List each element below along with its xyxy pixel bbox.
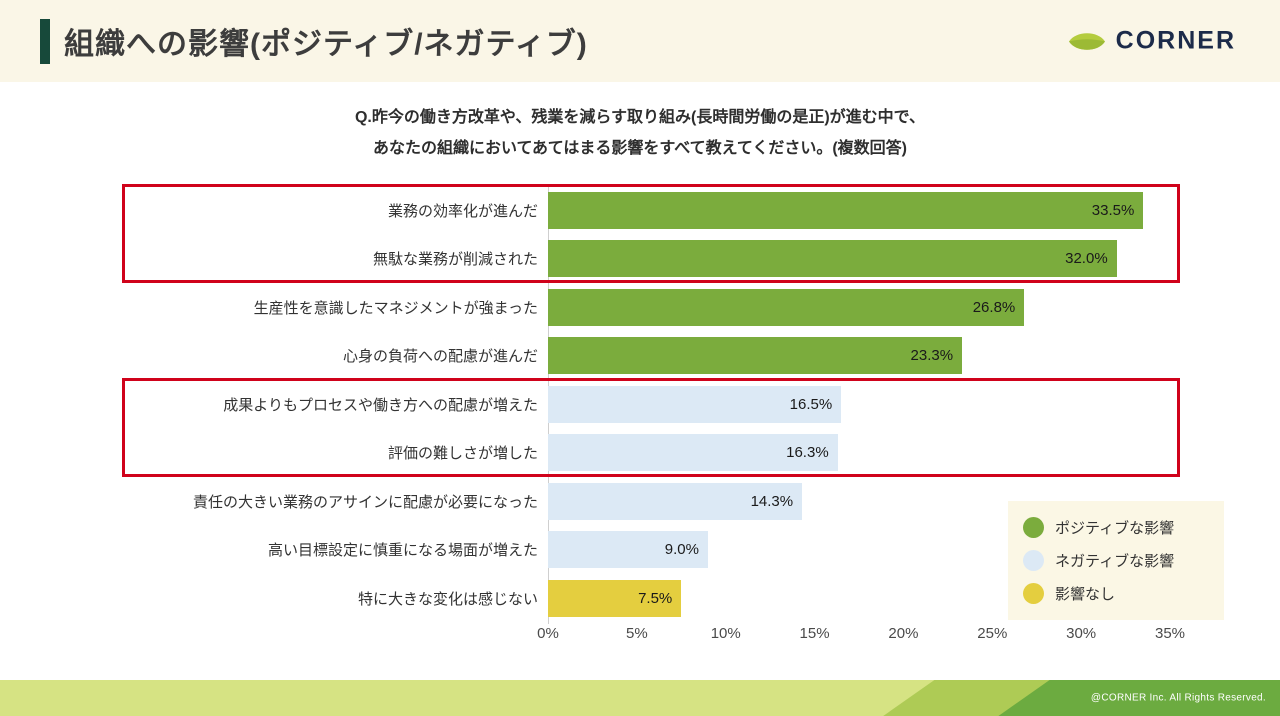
- bar-track: 14.3%: [548, 482, 1170, 520]
- bar-positive: 32.0%: [548, 240, 1117, 278]
- legend-item-none: 影響なし: [1008, 577, 1224, 610]
- bar-positive: 33.5%: [548, 191, 1144, 229]
- bar-positive: 23.3%: [548, 337, 963, 375]
- page-title: 組織への影響(ポジティブ/ネガティブ): [64, 28, 588, 61]
- bar-category-label: 無駄な業務が削減された: [372, 251, 538, 269]
- highlight-rectangle: [122, 184, 1180, 283]
- survey-question-line2: あなたの組織においてあてはまる影響をすべて教えてください。(複数回答): [372, 140, 908, 158]
- legend-label: ポジティブな影響: [1055, 520, 1175, 537]
- bar-value-label: 33.5%: [1091, 201, 1135, 219]
- bar-value-label: 9.0%: [664, 541, 699, 559]
- x-tick-label: 25%: [977, 625, 1008, 642]
- x-tick-label: 35%: [1154, 625, 1186, 642]
- chart-rows: 業務の効率化が進んだ 33.5% 無駄な業務が削減された 32.0% 生産性を意識したマ…: [0, 186, 1280, 623]
- x-axis: 0% 5% 10% 15% 20% 25% 30% 35%: [537, 625, 1185, 647]
- bar-track: 33.5%: [548, 191, 1170, 229]
- logo-wordmark: CORNER: [1115, 26, 1236, 55]
- bar-track: 16.3%: [548, 434, 1170, 472]
- chart-row: 評価の難しさが増した 16.3%: [0, 429, 1280, 478]
- chart-row: 特に大きな変化は感じない 7.5%: [0, 574, 1280, 623]
- legend-item-positive: ポジティブな影響: [1008, 511, 1224, 544]
- bar-category-label: 成果よりもプロセスや働き方への配慮が増えた: [223, 396, 538, 414]
- bar-value-label: 16.5%: [789, 395, 833, 413]
- bar-category-label: 業務の効率化が進んだ: [387, 202, 538, 220]
- survey-question-line1: Q.昨今の働き方改革や、残業を減らす取り組み(長時間労働の是正)が進む中で、: [354, 109, 926, 126]
- bar-track: 23.3%: [548, 337, 1170, 375]
- bar-category-label: 心身の負荷への配慮が進んだ: [342, 348, 538, 366]
- corner-logo: CORNER: [1067, 27, 1236, 56]
- bar-value-label: 32.0%: [1065, 250, 1108, 268]
- chart-row: 心身の負荷への配慮が進んだ 23.3%: [0, 332, 1280, 381]
- bar-track: 7.5%: [548, 579, 1170, 617]
- legend-swatch-positive: [1023, 517, 1044, 538]
- bar-value-label: 16.3%: [786, 444, 829, 462]
- bar-category-label: 特に大きな変化は感じない: [357, 590, 538, 608]
- chart-row: 成果よりもプロセスや働き方への配慮が増えた 16.5%: [0, 380, 1280, 429]
- chart-row: 業務の効率化が進んだ 33.5%: [0, 186, 1280, 235]
- legend: ポジティブな影響 ネガティブな影響 影響なし: [1008, 501, 1224, 620]
- x-tick-label: 30%: [1066, 625, 1097, 642]
- copyright-text: @CORNER Inc. All Rights Reserved.: [1090, 692, 1266, 704]
- bar-category-label: 責任の大きい業務のアサインに配慮が必要になった: [192, 493, 538, 511]
- slide-header: 組織への影響(ポジティブ/ネガティブ) CORNER: [0, 0, 1280, 82]
- legend-label: ネガティブな影響: [1055, 553, 1175, 570]
- legend-item-negative: ネガティブな影響: [1008, 544, 1224, 577]
- x-tick-label: 20%: [888, 625, 919, 642]
- x-tick-label: 0%: [537, 625, 559, 642]
- bar-negative: 16.3%: [548, 434, 838, 472]
- bar-track: 26.8%: [548, 288, 1170, 326]
- legend-label: 影響なし: [1055, 586, 1116, 603]
- bar-value-label: 26.8%: [972, 298, 1016, 316]
- chart-row: 高い目標設定に慎重になる場面が増えた 9.0%: [0, 526, 1280, 575]
- x-tick-label: 15%: [799, 625, 830, 642]
- chart-row: 無駄な業務が削減された 32.0%: [0, 235, 1280, 284]
- legend-swatch-none: [1023, 583, 1044, 604]
- bar-none: 7.5%: [548, 579, 682, 617]
- legend-swatch-negative: [1023, 550, 1044, 571]
- leaf-icon: [1067, 28, 1107, 54]
- bar-track: 9.0%: [548, 531, 1170, 569]
- bar-negative: 16.5%: [548, 385, 842, 423]
- bar-track: 32.0%: [548, 240, 1170, 278]
- highlight-rectangle: [122, 378, 1180, 477]
- title-accent-bar: [40, 19, 50, 64]
- bar-negative: 14.3%: [548, 482, 803, 520]
- chart-row: 生産性を意識したマネジメントが強まった 26.8%: [0, 283, 1280, 332]
- footer-green-band: [998, 680, 1280, 716]
- bar-value-label: 23.3%: [910, 347, 954, 365]
- x-tick-label: 5%: [626, 625, 648, 642]
- bar-positive: 26.8%: [548, 288, 1025, 326]
- bar-value-label: 7.5%: [638, 589, 673, 607]
- x-tick-label: 10%: [710, 625, 741, 642]
- bar-category-label: 生産性を意識したマネジメントが強まった: [253, 299, 538, 317]
- chart-row: 責任の大きい業務のアサインに配慮が必要になった 14.3%: [0, 477, 1280, 526]
- slide-footer: @CORNER Inc. All Rights Reserved.: [0, 680, 1280, 716]
- legend-items: ポジティブな影響 ネガティブな影響 影響なし: [1008, 511, 1224, 610]
- bar-track: 16.5%: [548, 385, 1170, 423]
- bar-category-label: 高い目標設定に慎重になる場面が増えた: [267, 542, 538, 560]
- survey-question: Q.昨今の働き方改革や、残業を減らす取り組み(長時間労働の是正)が進む中で、 あ…: [0, 102, 1280, 164]
- bar-value-label: 14.3%: [750, 492, 794, 510]
- bar-chart: 業務の効率化が進んだ 33.5% 無駄な業務が削減された 32.0% 生産性を意識したマ…: [0, 186, 1280, 623]
- bar-category-label: 評価の難しさが増した: [387, 445, 538, 463]
- bar-negative: 9.0%: [548, 531, 708, 569]
